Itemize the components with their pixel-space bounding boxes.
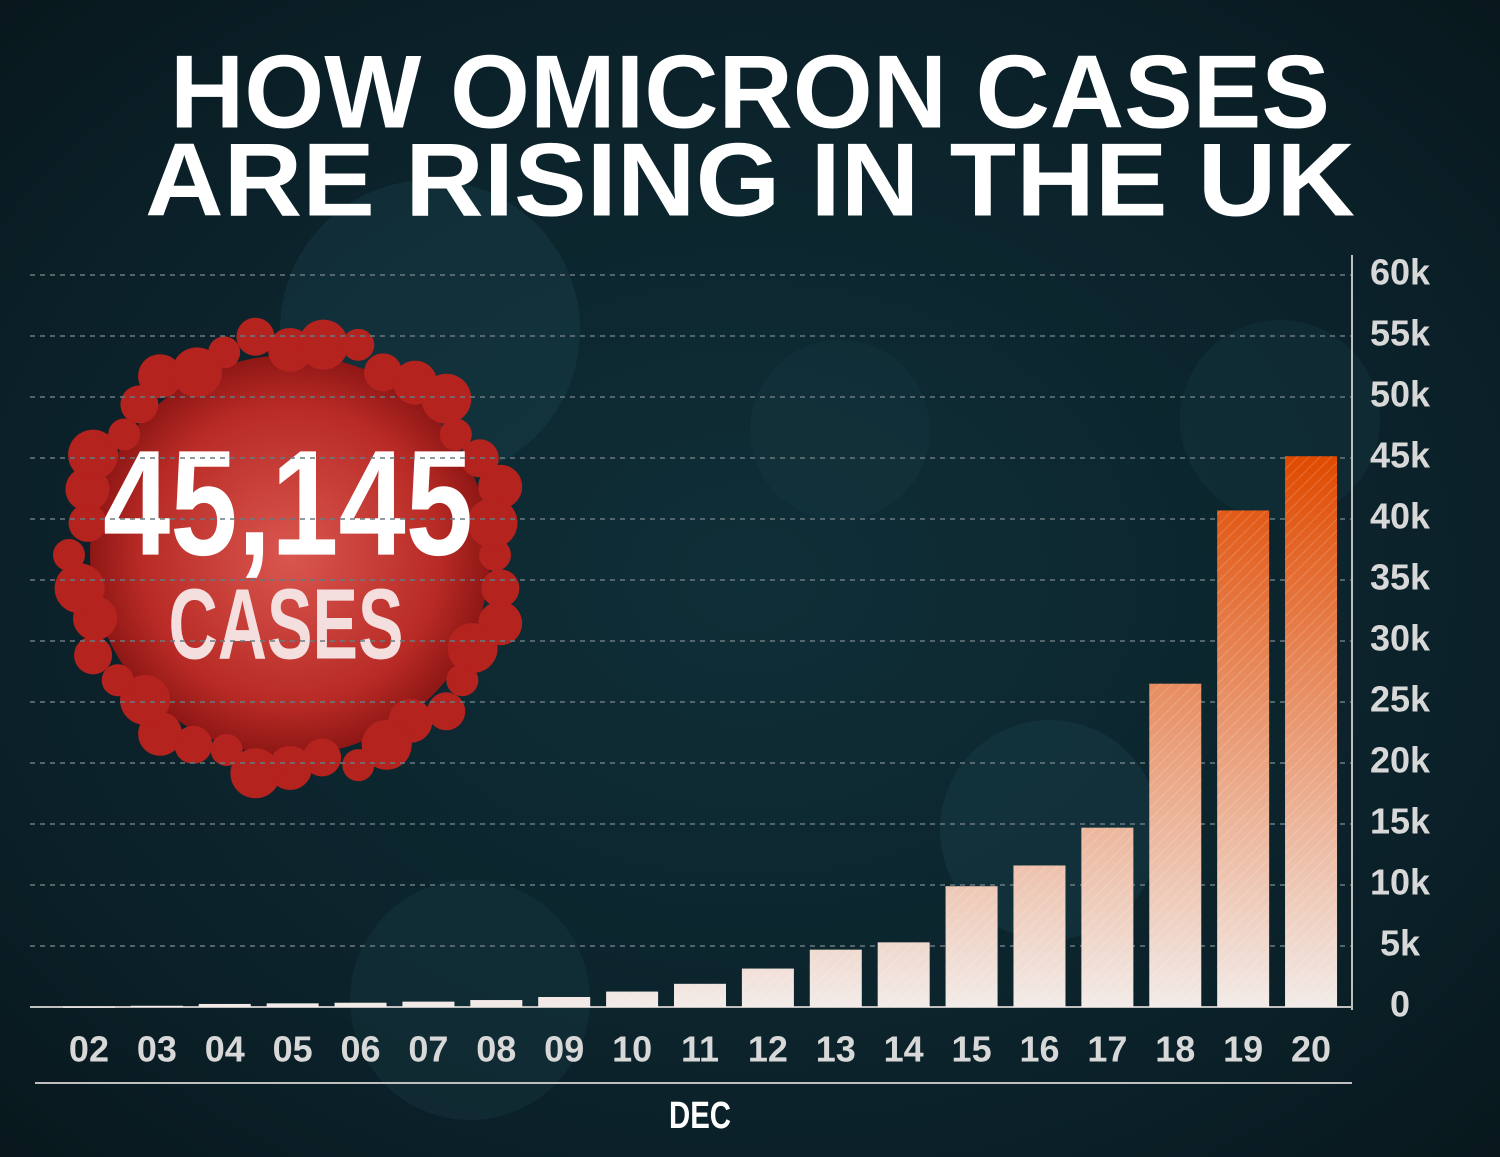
y-tick-label: 40k: [1370, 496, 1431, 537]
virus-spike: [210, 733, 243, 766]
y-tick-label: 30k: [1370, 618, 1431, 659]
virus-spike: [342, 328, 375, 361]
y-tick-label: 0: [1390, 984, 1410, 1025]
virus-spike: [361, 719, 412, 770]
virus-spike: [298, 319, 349, 370]
x-tick-label: 14: [884, 1029, 924, 1070]
x-tick-label: 16: [1019, 1029, 1059, 1070]
y-tick-label: 35k: [1370, 557, 1431, 598]
x-tick-label: 03: [137, 1029, 177, 1070]
x-tick-label: 20: [1291, 1029, 1331, 1070]
virus-icon: [53, 317, 523, 799]
x-tick-label: 17: [1087, 1029, 1127, 1070]
virus-spike: [53, 539, 85, 571]
virus-spike: [481, 569, 520, 608]
virus-spike: [230, 748, 281, 799]
bar-hatch: [266, 1003, 319, 1007]
y-tick-label: 10k: [1370, 862, 1431, 903]
virus-spike: [427, 692, 466, 731]
y-tick-label: 15k: [1370, 801, 1431, 842]
virus-spike: [439, 418, 472, 451]
annotation-label: CASES: [169, 568, 404, 680]
bar-hatch: [130, 1005, 183, 1007]
x-tick-label: 19: [1223, 1029, 1263, 1070]
x-axis-label: DEC: [669, 1095, 731, 1137]
x-tick-label: 02: [69, 1029, 109, 1070]
y-tick-label: 60k: [1370, 252, 1431, 293]
x-tick-label: 07: [408, 1029, 448, 1070]
y-tick-label: 50k: [1370, 374, 1431, 415]
bar-hatch: [198, 1003, 251, 1007]
x-tick-label: 10: [612, 1029, 652, 1070]
virus-spike: [303, 738, 342, 777]
x-tick-label: 11: [681, 1029, 719, 1070]
y-tick-label: 25k: [1370, 679, 1431, 720]
virus-spike: [467, 497, 518, 548]
annotation-number: 45,145: [103, 419, 473, 587]
bar-hatch: [877, 942, 930, 1007]
virus-spike: [68, 503, 107, 542]
virus-spike: [421, 373, 472, 424]
virus-spike: [138, 354, 183, 399]
x-tick-label: 13: [816, 1029, 856, 1070]
virus-spike: [236, 317, 275, 356]
x-tick-label: 04: [205, 1029, 245, 1070]
virus-spike: [54, 563, 105, 614]
virus-spike: [68, 429, 119, 480]
bar-hatch: [402, 1001, 455, 1007]
bar-hatch: [674, 983, 726, 1007]
virus-spike: [120, 674, 171, 725]
bar-hatch: [1217, 510, 1270, 1007]
bar-hatch: [1149, 683, 1202, 1007]
virus-spike: [208, 336, 241, 369]
x-tick-label: 12: [748, 1029, 788, 1070]
y-tick-label: 55k: [1370, 313, 1431, 354]
bar-hatch: [470, 1000, 523, 1007]
x-tick-label: 18: [1155, 1029, 1195, 1070]
bar-hatch: [1013, 865, 1066, 1007]
virus-spike: [342, 749, 375, 782]
chart-title: HOW OMICRON CASES: [170, 34, 1330, 150]
bar-hatch: [538, 996, 591, 1007]
virus-spike: [108, 418, 141, 451]
virus-spike: [446, 664, 479, 697]
x-tick-label: 09: [544, 1029, 584, 1070]
bar-hatch: [1081, 827, 1134, 1007]
virus-spike: [478, 464, 523, 509]
x-tick-label: 06: [341, 1029, 381, 1070]
virus-spike: [74, 636, 113, 675]
x-tick-label: 15: [952, 1029, 992, 1070]
virus-spike: [364, 353, 403, 392]
y-tick-label: 20k: [1370, 740, 1431, 781]
bar-hatch: [62, 1006, 115, 1008]
virus-spike: [101, 664, 134, 697]
bar-hatch: [741, 968, 794, 1007]
y-tick-label: 5k: [1380, 923, 1421, 964]
bar-hatch: [809, 949, 862, 1007]
virus-spike: [447, 623, 498, 674]
bar-hatch: [945, 886, 998, 1007]
bar-hatch: [1285, 456, 1338, 1008]
x-tick-label: 08: [476, 1029, 516, 1070]
chart-title: ARE RISING IN THE UK: [145, 122, 1355, 238]
virus-spike: [171, 347, 222, 398]
y-tick-label: 45k: [1370, 435, 1431, 476]
bar-hatch: [334, 1002, 387, 1007]
virus-spike: [174, 725, 213, 764]
x-tick-label: 05: [273, 1029, 313, 1070]
bar-hatch: [606, 991, 659, 1007]
